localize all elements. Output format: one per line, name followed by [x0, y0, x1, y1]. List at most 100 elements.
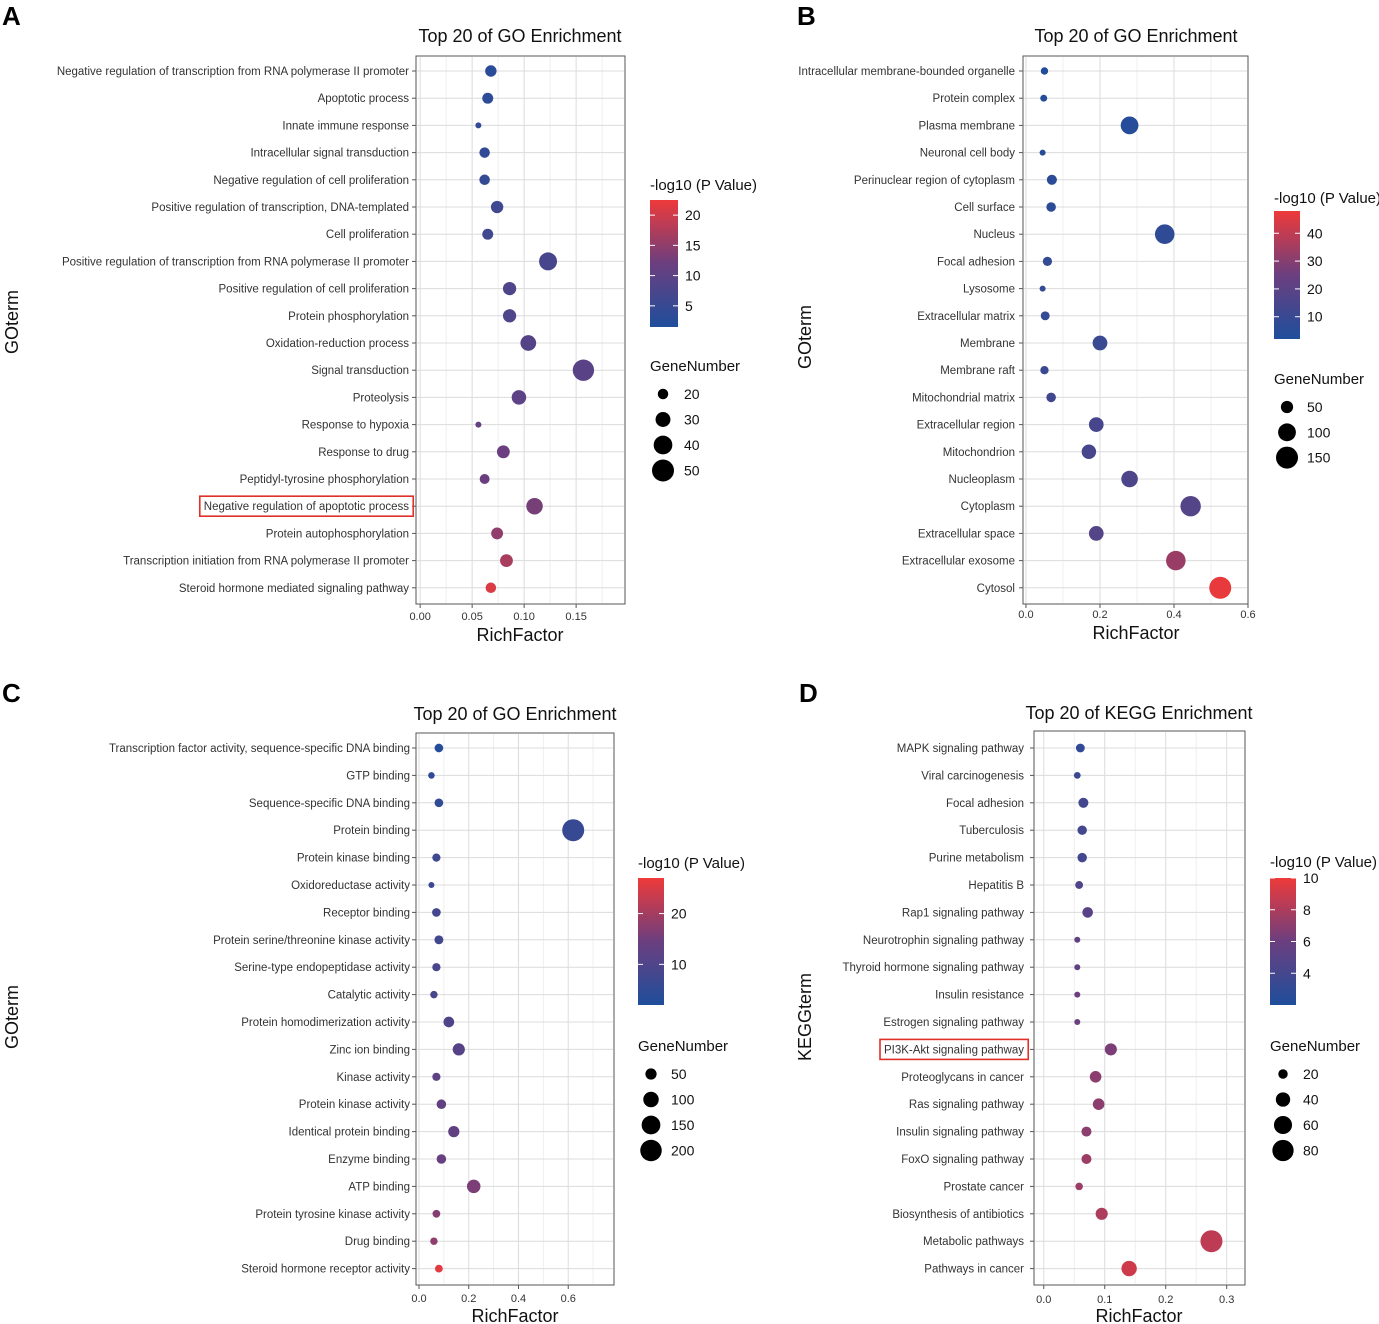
size-legend-label: 60 [1303, 1117, 1319, 1133]
term-label: Focal adhesion [937, 256, 1015, 268]
color-bar-label: 8 [1303, 902, 1311, 918]
term-label: PI3K-Akt signaling pathway [884, 1044, 1024, 1056]
term-label: Proteolysis [353, 392, 409, 404]
data-point [1040, 311, 1050, 321]
data-point [1074, 936, 1081, 943]
term-label: Receptor binding [323, 907, 410, 919]
term-label: Mitochondrial matrix [912, 392, 1015, 404]
term-label: Positive regulation of transcription, DN… [151, 202, 409, 214]
color-bar-label: 20 [685, 207, 701, 223]
data-point [1121, 1260, 1137, 1277]
term-label: Zinc ion binding [329, 1044, 410, 1056]
chart-title: Top 20 of KEGG Enrichment [1025, 703, 1252, 723]
data-point [452, 1043, 465, 1056]
data-point [1073, 772, 1081, 779]
term-label: Catalytic activity [328, 990, 411, 1002]
size-legend-dot [653, 435, 673, 455]
size-legend-dot [652, 459, 674, 482]
size-legend-label: 50 [1307, 399, 1323, 415]
data-point [1095, 1207, 1108, 1220]
x-tick-label: 0.0 [1018, 609, 1033, 621]
data-point [572, 359, 595, 381]
term-label: Ras signaling pathway [909, 1099, 1024, 1111]
term-label: Extracellular space [918, 528, 1015, 540]
term-label: Apoptotic process [318, 93, 410, 105]
size-legend-label: 30 [684, 412, 700, 428]
data-point [432, 908, 441, 917]
data-point [432, 1072, 441, 1081]
plot-frame [1022, 55, 1249, 605]
color-bar-label: 30 [1307, 253, 1323, 269]
data-point [479, 474, 490, 484]
y-axis-title: KEGGterm [795, 973, 815, 1061]
term-label: Cell proliferation [326, 229, 409, 241]
x-tick-label: 0.0 [411, 1293, 426, 1305]
term-label: Nucleus [973, 229, 1015, 241]
size-legend-dot [1276, 446, 1298, 469]
term-label: Response to hypoxia [302, 420, 410, 432]
term-label: Proteoglycans in cancer [901, 1072, 1024, 1084]
data-point [496, 445, 510, 459]
data-point [436, 1099, 447, 1109]
term-label: Protein homodimerization activity [241, 1017, 410, 1029]
term-label: Tuberculosis [959, 825, 1024, 837]
data-point [434, 1264, 443, 1273]
term-label: Mitochondrion [943, 447, 1015, 459]
plot-area [1022, 55, 1249, 605]
term-label: Prostate cancer [943, 1181, 1024, 1193]
data-point [428, 772, 435, 779]
data-point [430, 990, 438, 999]
data-point [430, 1237, 438, 1245]
term-label: FoxO signaling pathway [901, 1154, 1024, 1166]
term-label: GTP binding [346, 770, 410, 782]
x-tick-label: 0.05 [461, 611, 482, 623]
data-point [432, 853, 441, 862]
color-bar [638, 878, 664, 1005]
data-point [448, 1125, 460, 1138]
panel-b-go-enrichment: B Top 20 of GO Enrichment RichFactor GOt… [795, 1, 1379, 643]
term-label: Positive regulation of cell proliferatio… [219, 284, 410, 296]
data-point [491, 527, 504, 540]
color-bar-label: 4 [1303, 965, 1311, 981]
data-point [511, 390, 527, 405]
term-label: Extracellular exosome [902, 556, 1015, 568]
term-label: Signal transduction [311, 365, 409, 377]
term-label: Intracellular membrane-bounded organelle [798, 66, 1015, 78]
size-legend-label: 50 [671, 1066, 687, 1082]
term-label: Metabolic pathways [923, 1236, 1024, 1248]
data-point [1039, 285, 1046, 292]
term-label: Sequence-specific DNA binding [249, 798, 410, 810]
x-tick-label: 0.0 [1036, 1294, 1051, 1306]
term-label: Protein tyrosine kinase activity [255, 1209, 410, 1221]
data-point [1081, 1153, 1092, 1165]
term-label: ATP binding [348, 1181, 410, 1193]
data-point [432, 963, 441, 972]
data-point [1121, 470, 1138, 488]
term-label: Steroid hormone mediated signaling pathw… [179, 583, 409, 595]
data-point [436, 1154, 447, 1164]
x-tick-label: 0.1 [1097, 1294, 1112, 1306]
data-point [485, 582, 497, 594]
size-legend-label: 20 [1303, 1066, 1319, 1082]
color-bar-label: 15 [685, 237, 701, 253]
chart-title: Top 20 of GO Enrichment [1034, 26, 1237, 46]
size-legend-dot [1273, 1115, 1293, 1135]
term-label: Serine-type endopeptidase activity [234, 962, 410, 974]
term-label: Transcription factor activity, sequence-… [109, 743, 410, 755]
term-label: Negative regulation of transcription fro… [57, 66, 409, 78]
x-axis-title: RichFactor [476, 625, 563, 645]
color-bar-label: 20 [671, 906, 687, 922]
x-tick-label: 0.00 [409, 611, 430, 623]
term-label: Plasma membrane [918, 120, 1015, 132]
x-tick-label: 0.4 [1166, 609, 1181, 621]
panel-letter: A [2, 1, 21, 31]
term-label: Protein serine/threonine kinase activity [213, 935, 410, 947]
data-point [1042, 256, 1053, 267]
size-legend-label: 80 [1303, 1143, 1319, 1159]
size-legend-dot [657, 388, 669, 400]
data-point [500, 554, 513, 568]
term-label: Insulin signaling pathway [896, 1127, 1024, 1139]
y-axis-title: GOterm [2, 290, 22, 354]
x-tick-label: 0.2 [1158, 1294, 1173, 1306]
